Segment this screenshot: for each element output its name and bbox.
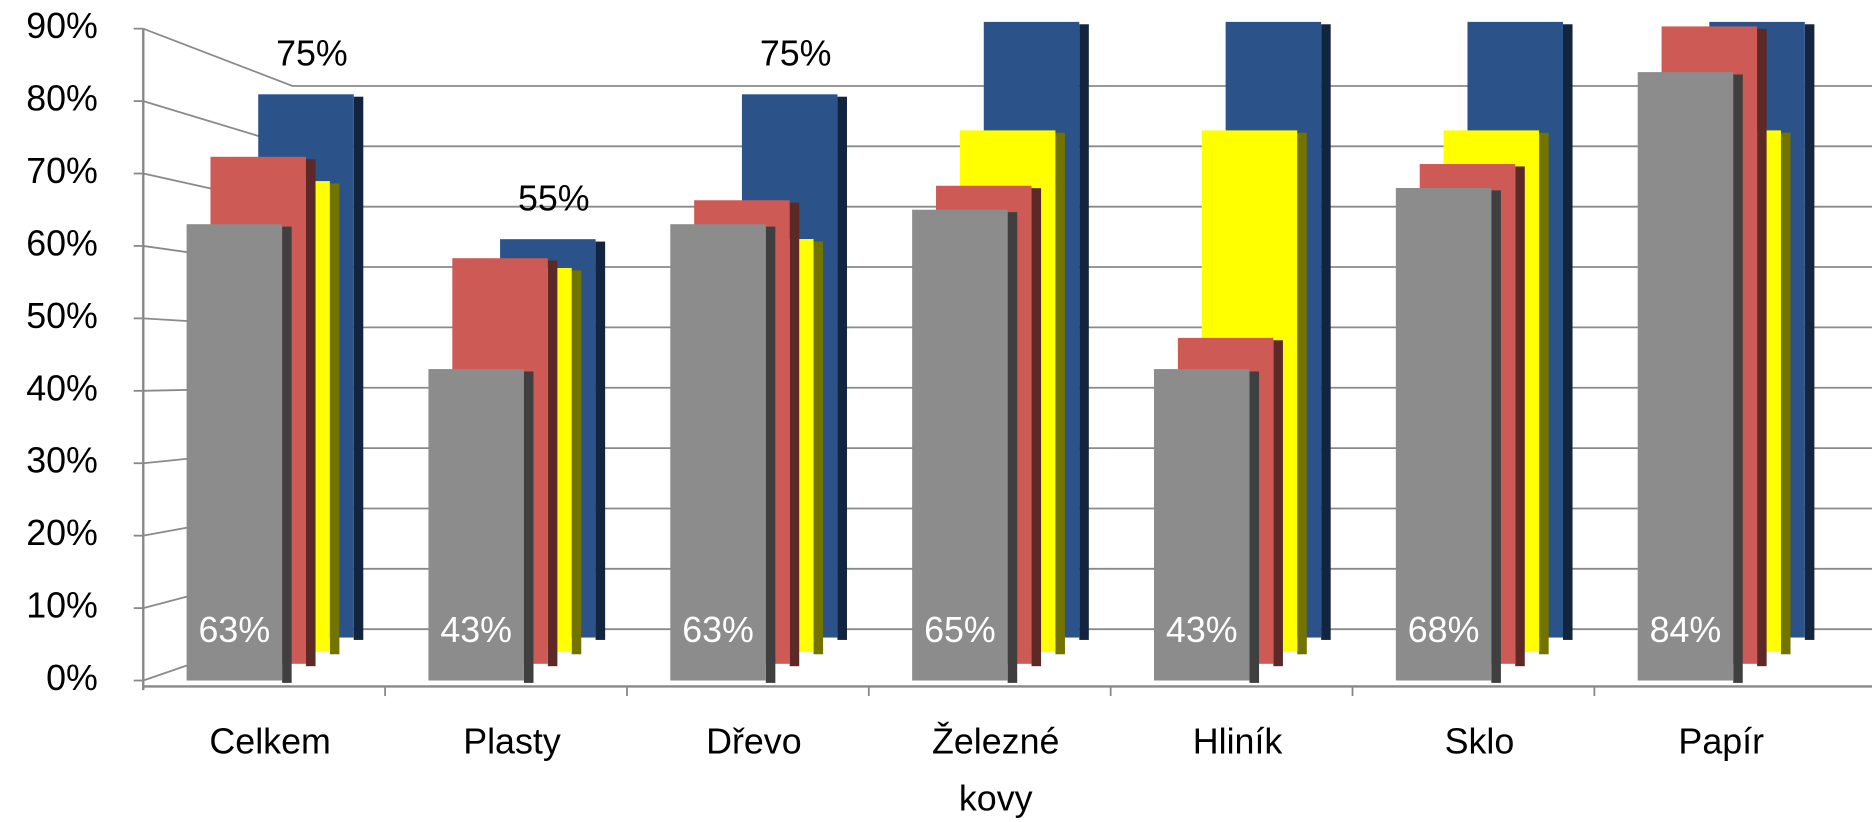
bar-side bbox=[329, 183, 340, 655]
x-tick-label: Sklo bbox=[1444, 722, 1515, 762]
bar bbox=[186, 224, 283, 681]
bar-side bbox=[1733, 74, 1743, 683]
value-label: 55% bbox=[518, 178, 590, 218]
x-tick-label: Železné kovy bbox=[931, 722, 1060, 820]
bar-side bbox=[1804, 24, 1815, 640]
value-label: 75% bbox=[276, 34, 348, 74]
bar-side bbox=[353, 96, 364, 640]
bar-side bbox=[1780, 132, 1791, 655]
bar-side bbox=[1079, 24, 1089, 640]
bar bbox=[670, 224, 766, 681]
bar-side bbox=[1515, 166, 1525, 667]
y-tick-label: 50% bbox=[26, 296, 98, 336]
value-label: 84% bbox=[1650, 610, 1722, 650]
y-tick-label: 80% bbox=[26, 79, 98, 119]
bar bbox=[1153, 369, 1250, 681]
value-label: 63% bbox=[199, 610, 271, 650]
y-tick-label: 0% bbox=[46, 658, 98, 698]
bar bbox=[912, 209, 1008, 681]
y-tick-label: 30% bbox=[26, 441, 98, 481]
bar-side bbox=[837, 96, 847, 640]
bar-side bbox=[1321, 24, 1331, 640]
bar-side bbox=[282, 226, 292, 683]
y-tick-label: 40% bbox=[26, 368, 98, 408]
value-label: 85% bbox=[1002, 0, 1074, 1]
grid-line bbox=[142, 27, 1872, 87]
bar-side bbox=[789, 202, 800, 667]
bar-side bbox=[595, 241, 606, 640]
bar bbox=[1395, 187, 1492, 681]
x-tick-label: Dřevo bbox=[706, 722, 802, 762]
bar-side bbox=[523, 371, 534, 683]
y-tick-label: 60% bbox=[26, 223, 98, 263]
value-label: 65% bbox=[924, 610, 996, 650]
bar-side bbox=[1539, 132, 1549, 655]
bar-side bbox=[765, 226, 776, 683]
x-tick-label: Celkem bbox=[209, 722, 331, 762]
bar-side bbox=[1273, 340, 1283, 667]
y-tick-label: 90% bbox=[26, 6, 98, 46]
bar-side bbox=[547, 260, 558, 667]
bar bbox=[1637, 72, 1734, 681]
value-label: 43% bbox=[440, 610, 512, 650]
bar-side bbox=[305, 159, 316, 667]
x-tick-label: Papír bbox=[1678, 722, 1765, 762]
x-tick-label: Plasty bbox=[463, 722, 561, 762]
value-label: 85% bbox=[1485, 0, 1557, 1]
value-label: 43% bbox=[1166, 610, 1238, 650]
y-tick-label: 20% bbox=[26, 513, 98, 553]
value-label: 85% bbox=[1727, 0, 1799, 1]
bar-side bbox=[1249, 371, 1260, 683]
y-tick-label: 10% bbox=[26, 586, 98, 626]
bar-side bbox=[571, 270, 582, 655]
bar bbox=[428, 369, 524, 681]
value-label: 63% bbox=[682, 610, 754, 650]
bar-side bbox=[1757, 28, 1767, 667]
bar-side bbox=[1562, 24, 1573, 640]
bar-side bbox=[1007, 212, 1018, 683]
x-tick-label: Hliník bbox=[1192, 722, 1283, 762]
bar-side bbox=[813, 241, 824, 655]
y-tick-label: 70% bbox=[26, 151, 98, 191]
bar-side bbox=[1031, 188, 1042, 667]
value-label: 85% bbox=[1244, 0, 1316, 1]
bar-side bbox=[1297, 132, 1307, 655]
bar-side bbox=[1491, 190, 1501, 683]
value-label: 68% bbox=[1408, 610, 1480, 650]
bar-side bbox=[1055, 132, 1065, 655]
value-label: 75% bbox=[760, 34, 832, 74]
